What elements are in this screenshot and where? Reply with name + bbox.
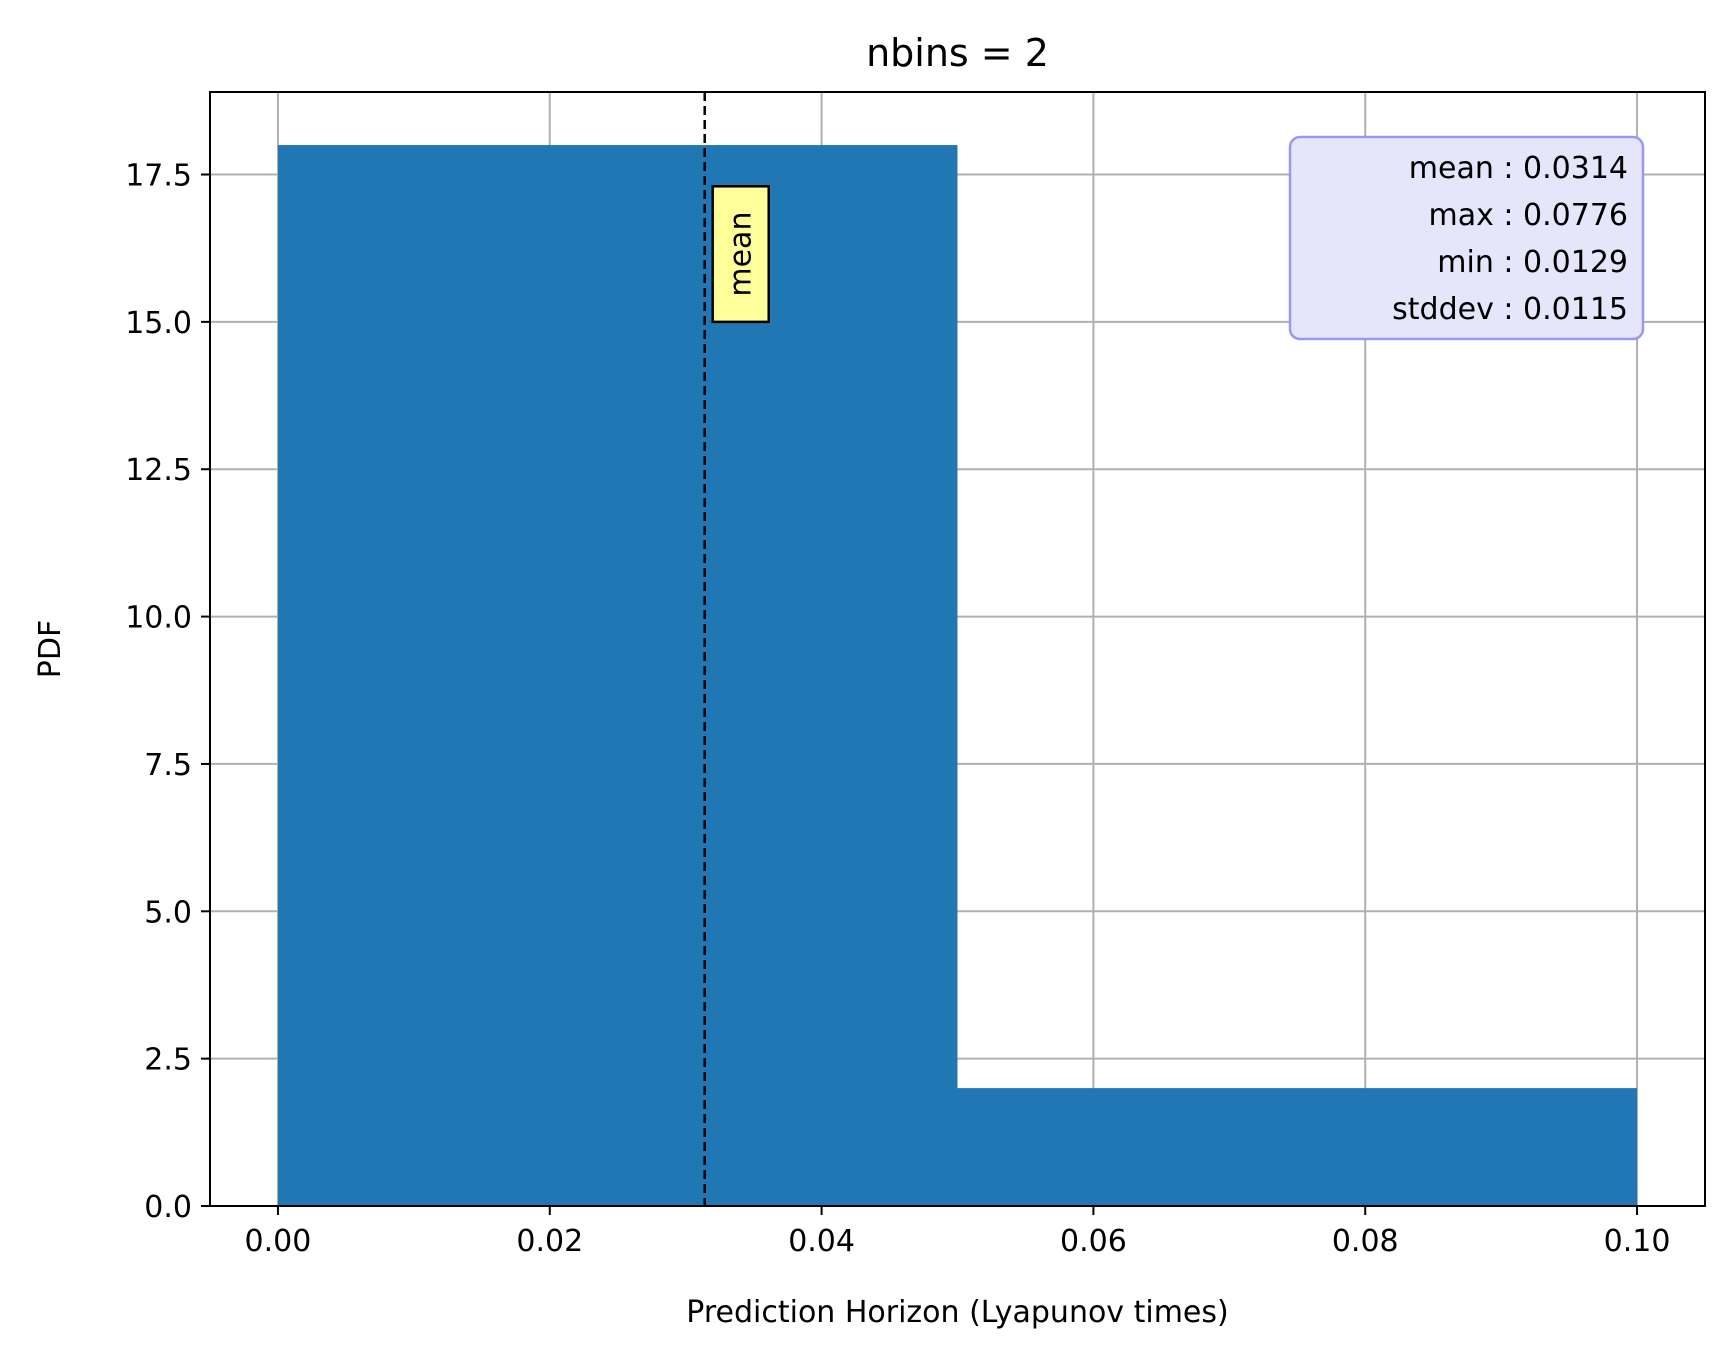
y-axis-label: PDF	[33, 620, 68, 678]
bar-layer	[277, 145, 1638, 1207]
y-tick-label: 5.0	[144, 895, 192, 930]
axes-frame	[209, 91, 1706, 1207]
chart-title: nbins = 2	[866, 31, 1049, 75]
stats-line: min : 0.0129	[1437, 245, 1628, 280]
stats-box: mean : 0.0314 max : 0.0776 min : 0.0129 std…	[1288, 135, 1645, 341]
x-tick-label: 0.00	[245, 1224, 312, 1259]
y-tick-label: 2.5	[144, 1043, 192, 1078]
histogram-bar-2	[957, 1088, 1638, 1206]
y-tick-label: 12.5	[125, 453, 192, 488]
stats-line: mean : 0.0314	[1409, 151, 1628, 186]
y-tick-label: 15.0	[125, 306, 192, 341]
y-tick-label: 7.5	[144, 748, 192, 783]
mean-layer: mean	[703, 92, 770, 1206]
x-tick-label: 0.04	[788, 1224, 855, 1259]
x-tick-label: 0.06	[1060, 1224, 1127, 1259]
x-tick-label: 0.08	[1332, 1224, 1399, 1259]
y-tick-label: 10.0	[125, 601, 192, 636]
x-axis-label: Prediction Horizon (Lyapunov times)	[686, 1295, 1228, 1330]
y-tick-label: 17.5	[125, 159, 192, 194]
stats-line: max : 0.0776	[1428, 198, 1628, 233]
tick-layer: 0.00 0.02 0.04 0.06 0.08 0.10 0.0 2.5 5.0 7.5 10.0…	[125, 159, 1670, 1259]
stats-line: stddev : 0.0115	[1392, 292, 1628, 327]
histogram-bar-1	[277, 145, 958, 1207]
mean-label-box	[711, 185, 770, 324]
y-tick-label: 0.0	[144, 1190, 192, 1225]
x-tick-label: 0.02	[516, 1224, 583, 1259]
mean-label: mean	[724, 212, 759, 297]
x-tick-label: 0.10	[1604, 1224, 1671, 1259]
stats-box-background	[1288, 135, 1645, 341]
